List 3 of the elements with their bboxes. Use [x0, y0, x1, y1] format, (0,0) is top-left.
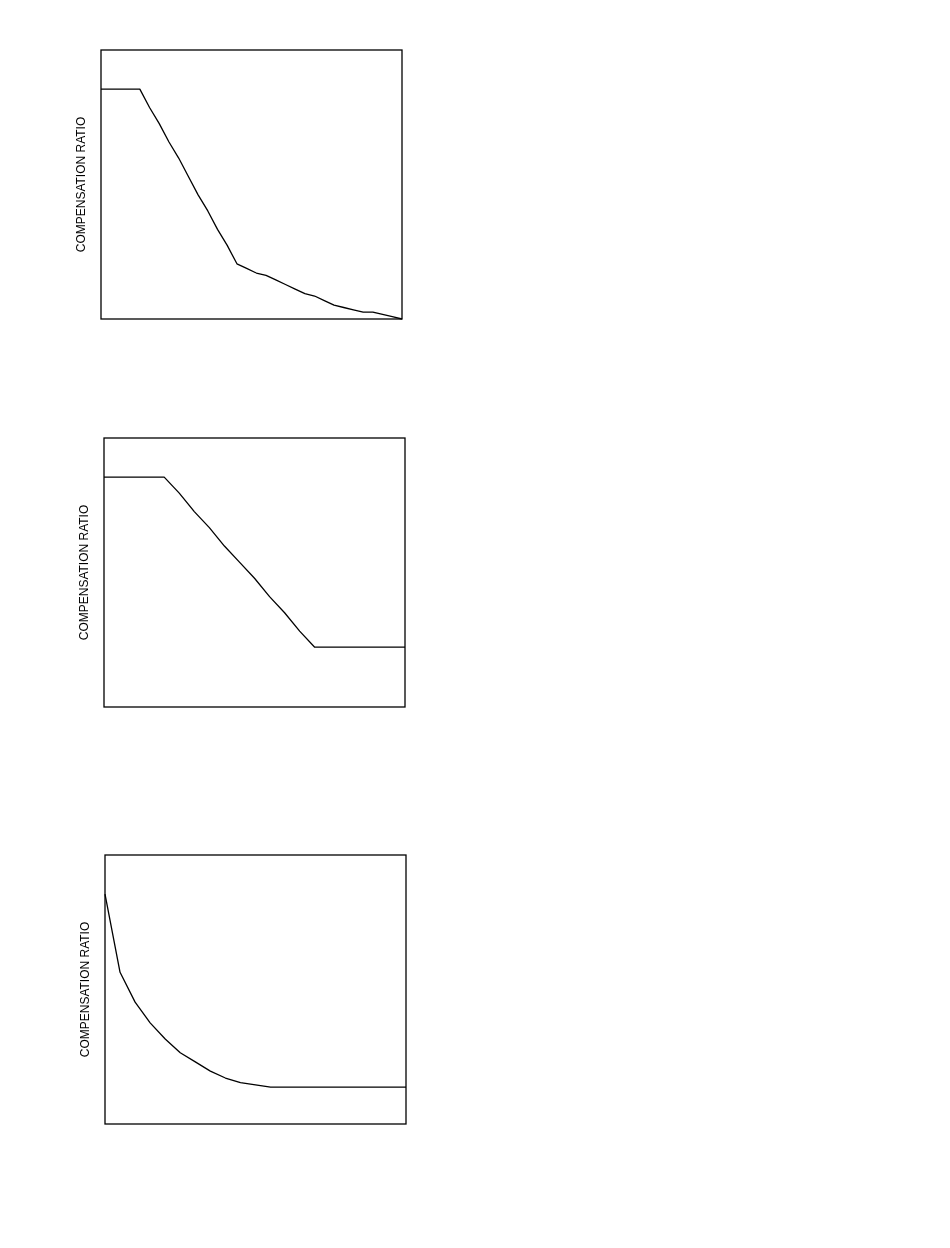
y-axis-title: COMPENSATION RATIO — [74, 116, 88, 253]
y-axis-title: COMPENSATION RATIO — [77, 504, 91, 641]
y-axis-title: COMPENSATION RATIO — [78, 921, 92, 1058]
